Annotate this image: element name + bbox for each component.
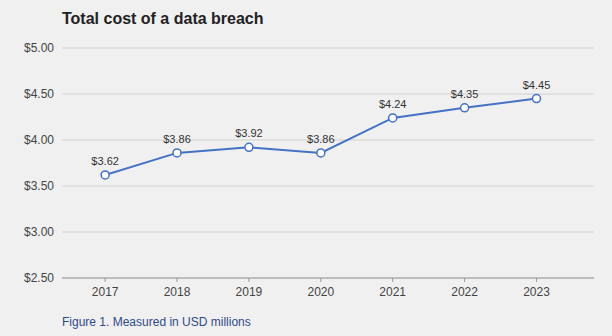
x-tick-label: 2023 <box>523 285 550 299</box>
caption: Figure 1. Measured in USD millions <box>62 315 251 329</box>
plot-area <box>101 95 540 179</box>
title: Total cost of a data breach <box>62 10 264 27</box>
data-label: $3.92 <box>235 127 263 139</box>
data-labels: $3.62 $3.86 $3.92 $3.86 $4.24 $4.35 $4.45 <box>91 79 550 167</box>
x-tick-label: 2019 <box>236 285 263 299</box>
y-tick-label: $3.50 <box>24 179 54 193</box>
y-tick-label: $4.00 <box>24 133 54 147</box>
data-label: $4.45 <box>523 79 551 91</box>
grid-line <box>62 232 594 233</box>
line <box>105 99 536 175</box>
y-axis: $2.50 $3.00 $3.50 $4.00 $4.50 $5.00 <box>24 41 594 285</box>
data-label: $3.86 <box>163 133 191 145</box>
data-label: $3.86 <box>307 133 335 145</box>
data-label: $4.35 <box>451 88 479 100</box>
y-tick-label: $2.50 <box>24 271 54 285</box>
marker <box>101 171 109 179</box>
y-tick-label: $4.50 <box>24 87 54 101</box>
grid-line <box>62 48 594 49</box>
x-axis: 2017 2018 2019 2020 2021 2022 2023 <box>62 278 594 299</box>
marker <box>173 149 181 157</box>
x-axis-line <box>62 278 594 279</box>
x-tick <box>248 278 249 282</box>
x-tick <box>392 278 393 282</box>
data-label: $3.62 <box>91 155 119 167</box>
x-tick-label: 2017 <box>92 285 119 299</box>
marker <box>532 95 540 103</box>
x-tick-label: 2022 <box>451 285 478 299</box>
x-tick <box>536 278 537 282</box>
grid-line <box>62 278 594 279</box>
x-tick <box>177 278 178 282</box>
y-tick-label: $3.00 <box>24 225 54 239</box>
marker <box>461 104 469 112</box>
x-tick-label: 2021 <box>379 285 406 299</box>
x-tick <box>105 278 106 282</box>
x-tick-label: 2020 <box>307 285 334 299</box>
marker <box>389 114 397 122</box>
x-tick-label: 2018 <box>164 285 191 299</box>
data-label: $4.24 <box>379 98 407 110</box>
grid-line <box>62 94 594 95</box>
x-tick <box>464 278 465 282</box>
background <box>0 0 612 336</box>
marker <box>317 149 325 157</box>
grid-line <box>62 186 594 187</box>
marker <box>245 143 253 151</box>
chart: Total cost of a data breach $2.50 $3.00 $3.… <box>0 0 612 336</box>
y-tick-label: $5.00 <box>24 41 54 55</box>
x-tick <box>320 278 321 282</box>
